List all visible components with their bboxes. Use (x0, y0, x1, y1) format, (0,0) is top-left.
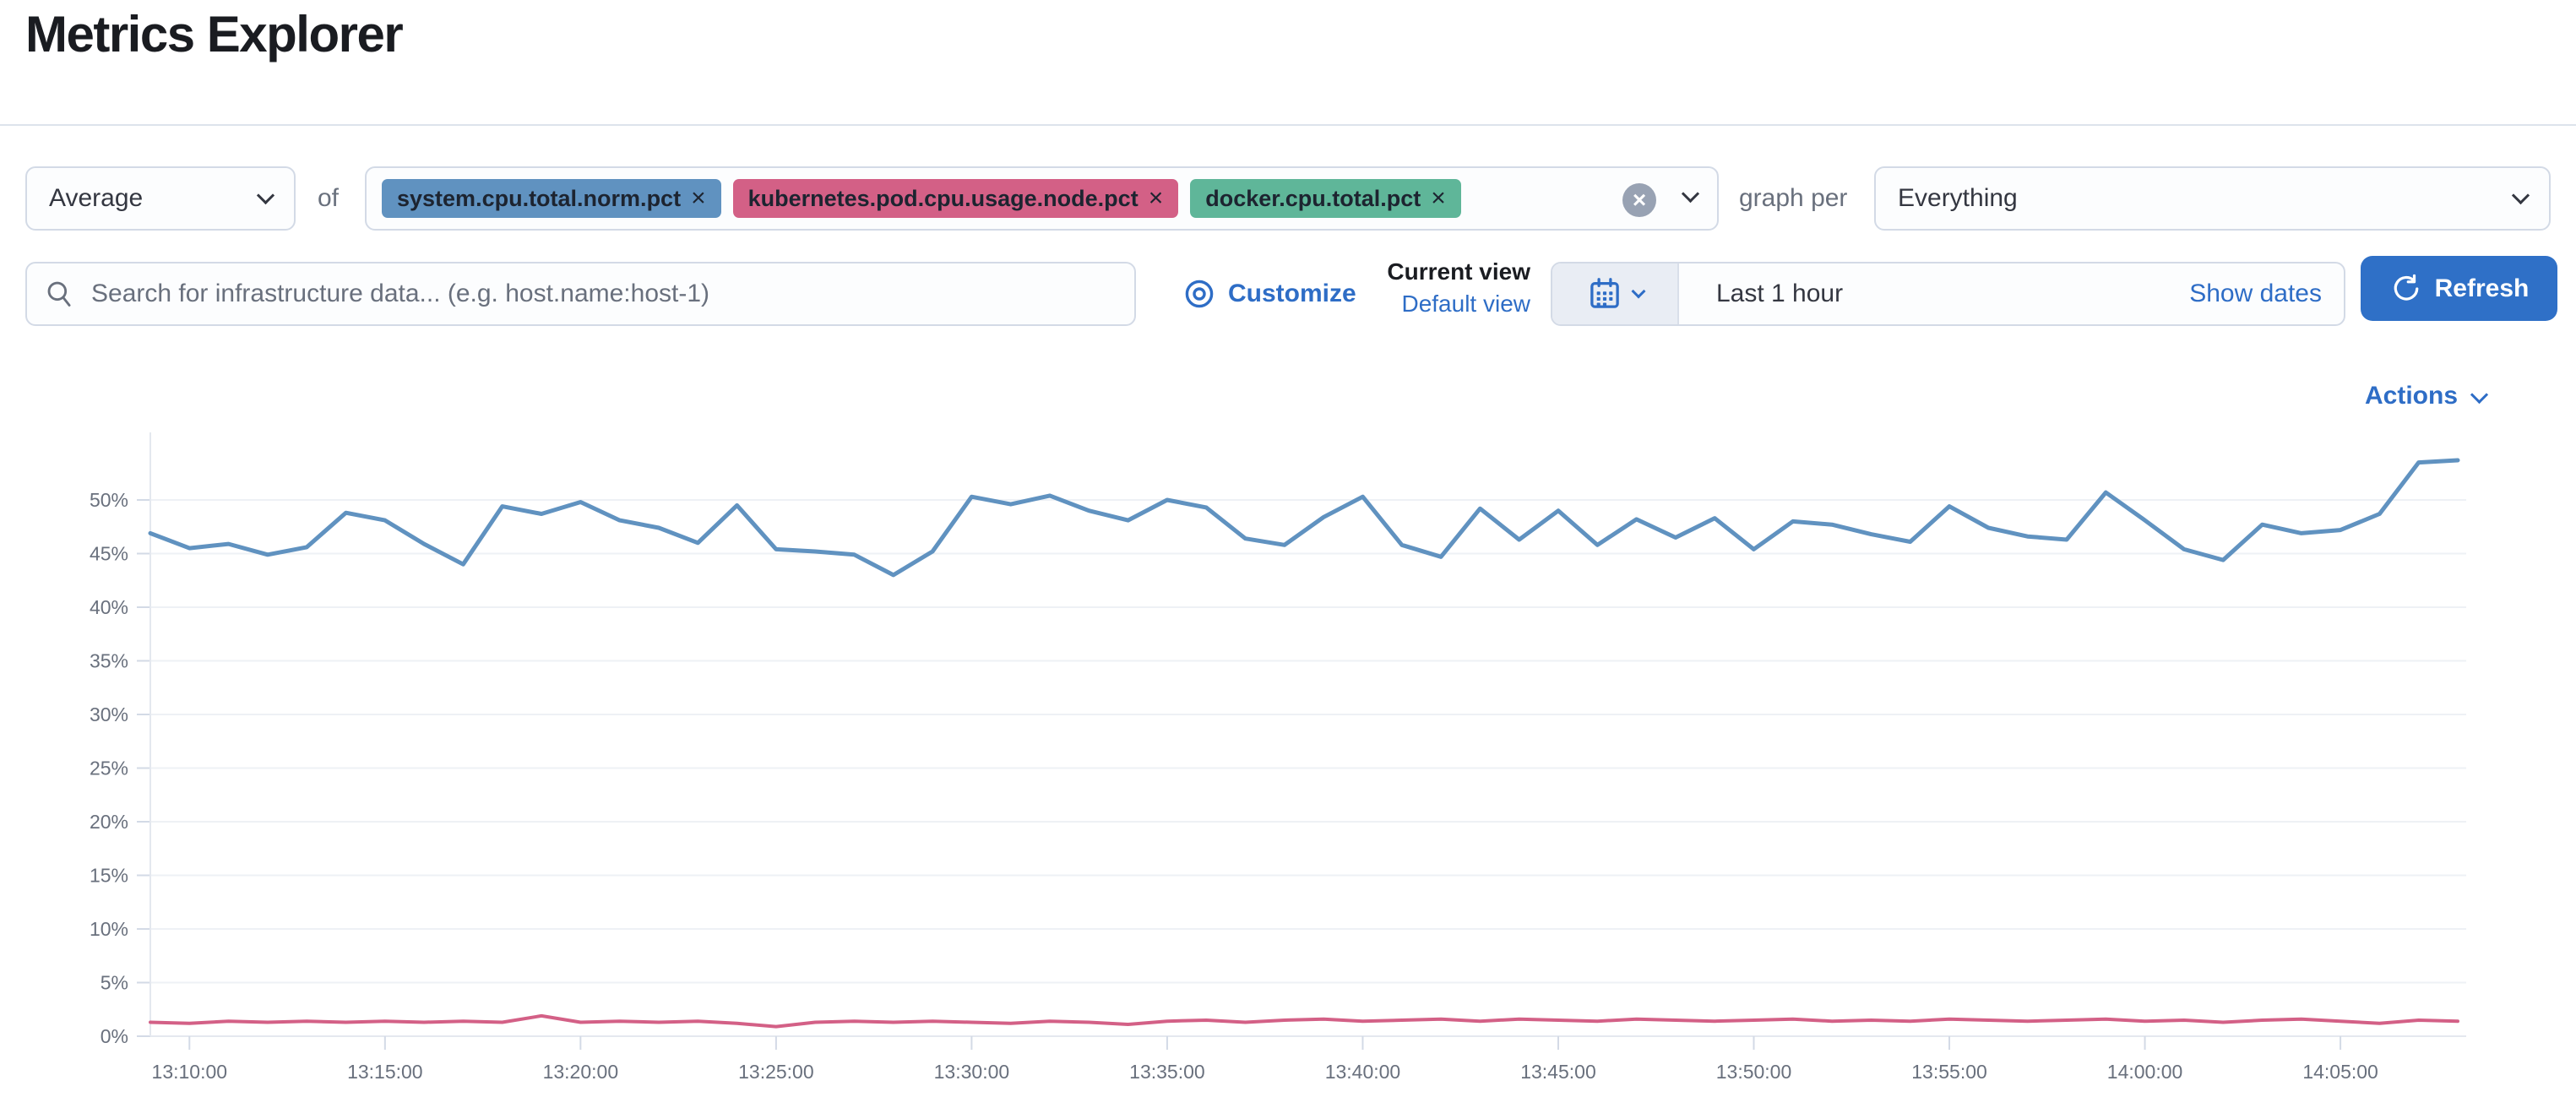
svg-text:25%: 25% (90, 758, 128, 779)
chevron-down-icon (1631, 284, 1646, 298)
time-range-label[interactable]: Last 1 hour (1716, 280, 1844, 307)
metrics-combobox[interactable]: system.cpu.total.norm.pct × kubernetes.p… (365, 166, 1719, 231)
calendar-dropdown-button[interactable] (1552, 263, 1679, 324)
svg-text:13:45:00: 13:45:00 (1520, 1061, 1596, 1083)
eye-icon (1185, 280, 1214, 308)
page-title: Metrics Explorer (25, 6, 404, 62)
svg-text:10%: 10% (90, 918, 128, 940)
chevron-down-icon[interactable] (1681, 184, 1700, 204)
search-input[interactable] (90, 279, 1117, 309)
customize-button[interactable]: Customize (1182, 262, 1356, 326)
metric-pill[interactable]: kubernetes.pod.cpu.usage.node.pct × (732, 179, 1179, 218)
aggregation-value: Average (49, 184, 144, 212)
metric-pill-label: docker.cpu.total.pct (1205, 185, 1421, 211)
search-input-wrapper (25, 262, 1136, 326)
remove-metric-icon[interactable]: × (1431, 184, 1446, 212)
refresh-icon (2394, 274, 2419, 301)
svg-text:13:35:00: 13:35:00 (1129, 1061, 1205, 1083)
svg-text:13:50:00: 13:50:00 (1716, 1061, 1792, 1083)
graph-per-label: graph per (1739, 184, 1848, 212)
aggregation-select[interactable]: Average (25, 166, 296, 231)
refresh-label: Refresh (2434, 274, 2530, 302)
svg-text:5%: 5% (101, 972, 128, 994)
default-view-link[interactable]: Default view (1401, 291, 1530, 317)
svg-text:0%: 0% (101, 1025, 128, 1047)
remove-metric-icon[interactable]: × (1148, 184, 1164, 212)
search-icon (47, 281, 71, 307)
svg-text:13:15:00: 13:15:00 (347, 1061, 423, 1083)
of-label: of (318, 184, 340, 212)
svg-text:13:20:00: 13:20:00 (543, 1061, 619, 1083)
svg-text:13:40:00: 13:40:00 (1325, 1061, 1401, 1083)
actions-menu-button[interactable]: Actions (2365, 382, 2489, 410)
metric-pill[interactable]: system.cpu.total.norm.pct × (382, 179, 721, 218)
svg-text:13:10:00: 13:10:00 (152, 1061, 228, 1083)
show-dates-button[interactable]: Show dates (2189, 280, 2322, 307)
svg-text:14:00:00: 14:00:00 (2107, 1061, 2183, 1083)
group-by-select[interactable]: Everything (1874, 166, 2551, 231)
actions-label: Actions (2365, 382, 2459, 410)
view-picker: Current view Default view (1368, 258, 1530, 318)
calendar-icon (1590, 278, 1619, 308)
svg-text:14:05:00: 14:05:00 (2302, 1061, 2378, 1083)
metric-pill[interactable]: docker.cpu.total.pct × (1190, 179, 1461, 218)
svg-text:13:30:00: 13:30:00 (934, 1061, 1010, 1083)
metrics-chart[interactable]: 0% 5% 10% 15% 20% 25% 30% 35% 40% 45% 50% 13:10:00 1… (0, 397, 2576, 1108)
chevron-down-icon (2511, 186, 2530, 205)
svg-text:45%: 45% (90, 543, 128, 565)
refresh-button[interactable]: Refresh (2361, 256, 2557, 321)
header-divider (0, 124, 2576, 126)
svg-text:50%: 50% (90, 489, 128, 511)
chevron-down-icon (256, 186, 275, 205)
svg-text:35%: 35% (90, 650, 128, 672)
date-picker: Last 1 hour Show dates (1551, 262, 2345, 326)
clear-all-icon[interactable]: × (1622, 183, 1656, 217)
svg-text:40%: 40% (90, 596, 128, 618)
svg-text:13:25:00: 13:25:00 (738, 1061, 814, 1083)
svg-text:30%: 30% (90, 703, 128, 725)
remove-metric-icon[interactable]: × (691, 184, 706, 212)
group-by-value: Everything (1898, 184, 2018, 212)
metric-pill-label: kubernetes.pod.cpu.usage.node.pct (747, 185, 1139, 211)
svg-text:13:55:00: 13:55:00 (1911, 1061, 1987, 1083)
customize-label: Customize (1228, 280, 1356, 307)
svg-text:15%: 15% (90, 865, 128, 887)
metric-pill-label: system.cpu.total.norm.pct (397, 185, 682, 211)
current-view-label: Current view (1387, 258, 1530, 285)
svg-text:20%: 20% (90, 811, 128, 833)
